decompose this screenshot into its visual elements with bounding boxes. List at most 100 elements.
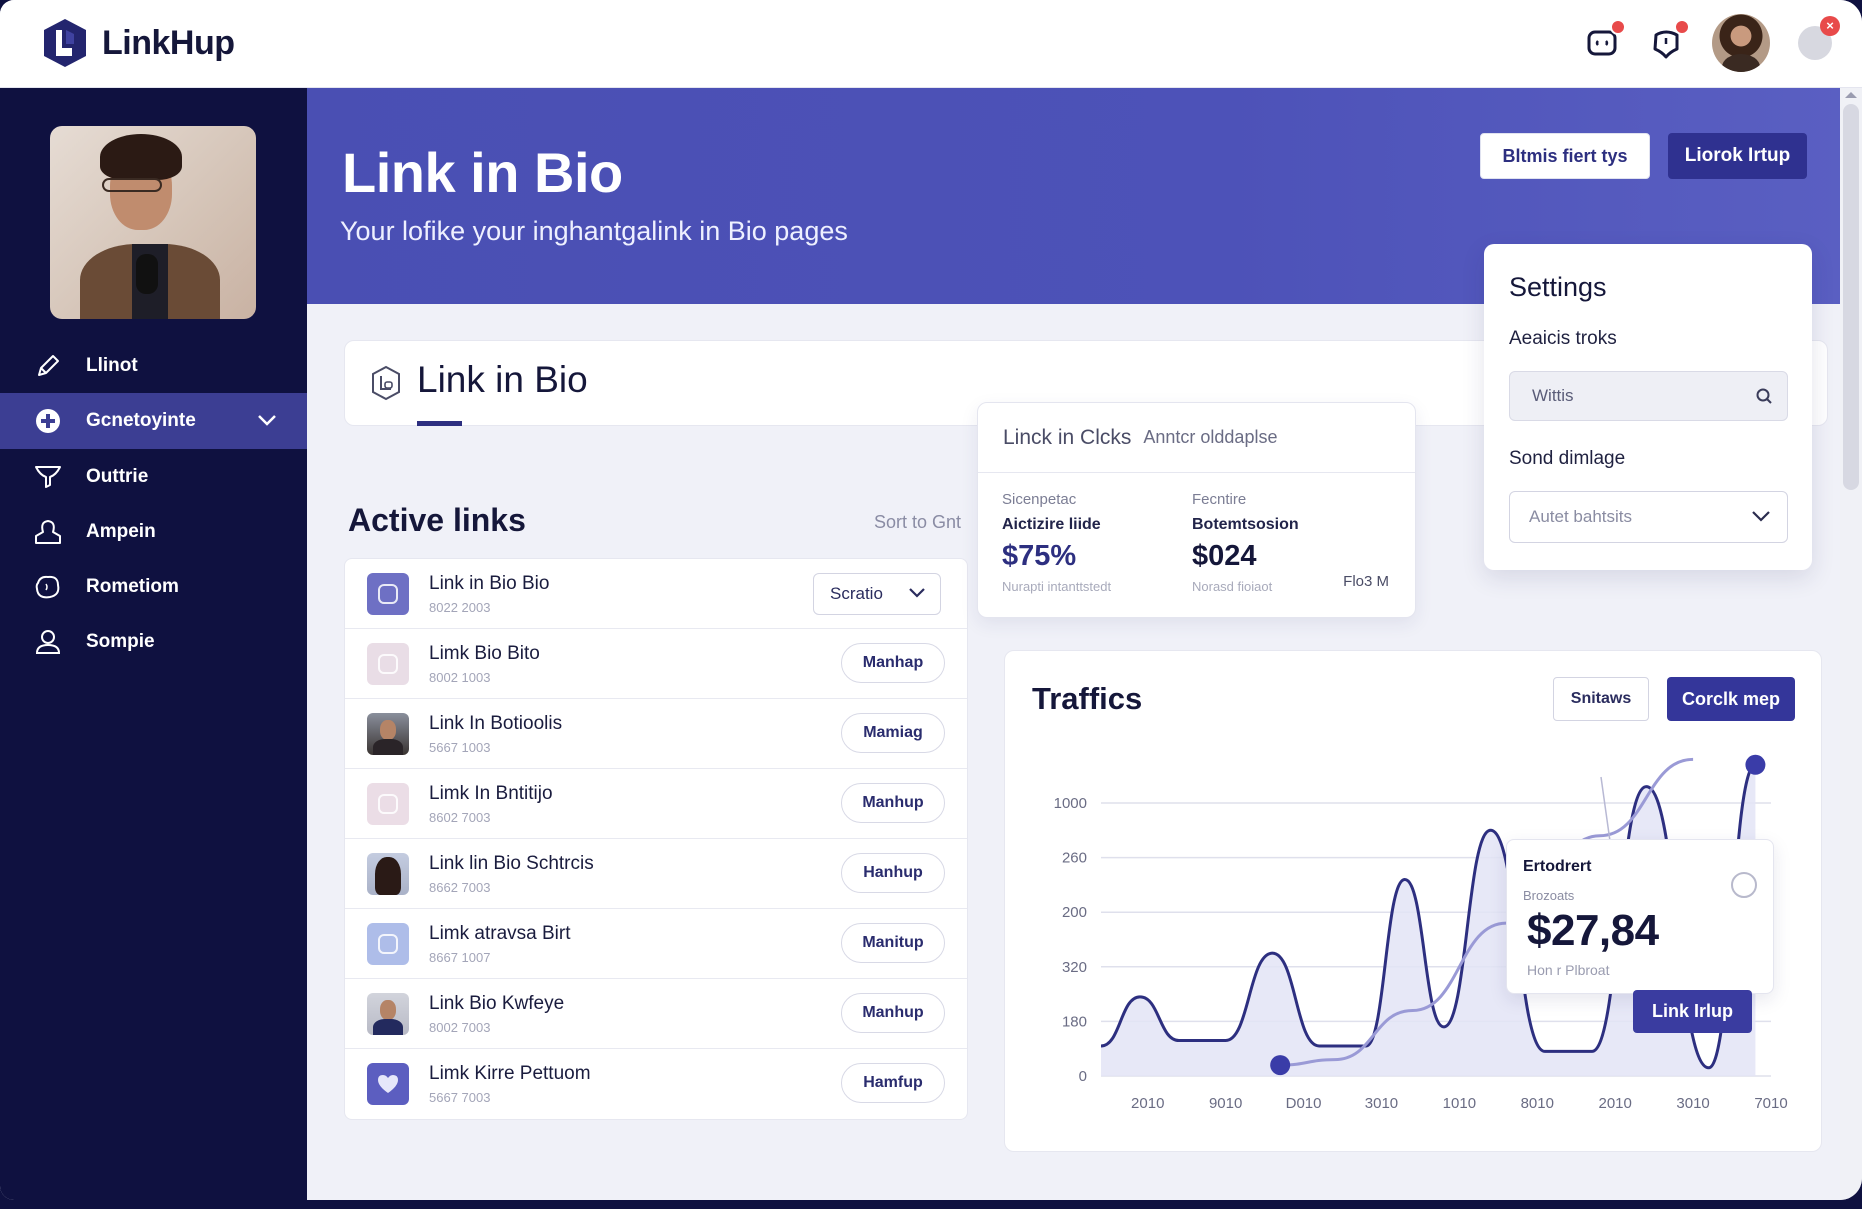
tooltip-action-button[interactable]: Link Irlup [1633, 990, 1752, 1033]
tooltip-foot: Hon r Plbroat [1527, 962, 1610, 978]
stats-subtitle: Anntcr olddaplse [1143, 427, 1278, 447]
row-action-button[interactable]: Hanhup [841, 853, 945, 893]
pencil-icon [34, 352, 62, 380]
topbar-actions: × [1584, 14, 1840, 72]
link-name: Limk atravsa Birt [429, 922, 571, 944]
user-avatar[interactable] [1712, 14, 1770, 72]
link-name: Link In Botioolis [429, 712, 563, 734]
heart-icon [378, 1075, 398, 1093]
sidebar-item-1[interactable]: Gcnetoyinte [0, 393, 307, 449]
link-thumbnail [367, 1063, 409, 1105]
scrollbar-thumb[interactable] [1843, 104, 1859, 490]
link-name: Link lin Bio Schtrcis [429, 852, 594, 874]
active-links-title: Active links [348, 502, 526, 538]
link-meta: 8602 7003 [429, 809, 491, 825]
list-item[interactable]: Link In Botioolis 5667 1003 Mamiag [345, 699, 967, 769]
app-name: LinkHup [102, 23, 235, 62]
hero-primary-button[interactable]: Liorok Irtup [1668, 133, 1807, 179]
link-meta: 5667 1003 [429, 739, 491, 755]
sidebar-item-4[interactable]: Rometiom [0, 559, 307, 614]
link-meta: 8022 2003 [429, 599, 491, 615]
svg-text:9010: 9010 [1209, 1095, 1242, 1112]
scroll-up-icon[interactable] [1845, 92, 1857, 98]
row-action-button[interactable]: Manhup [841, 993, 945, 1033]
list-item[interactable]: Limk Bio Bito 8002 1003 Manhap [345, 629, 967, 699]
sidebar-item-3[interactable]: Ampein [0, 504, 307, 559]
filter-icon [34, 463, 62, 491]
svg-text:8010: 8010 [1521, 1095, 1554, 1112]
stat-value: $75% [1002, 540, 1077, 572]
sidebar-item-2[interactable]: Outtrie [0, 449, 307, 504]
hero-secondary-button[interactable]: Bltmis fiert tys [1480, 133, 1650, 179]
active-tab-indicator [417, 421, 462, 426]
settings-search-input[interactable]: Wittis [1509, 371, 1788, 421]
traffics-title: Traffics [1032, 681, 1143, 716]
svg-text:1010: 1010 [1443, 1095, 1476, 1112]
page-title: Link in Bio [342, 141, 623, 204]
list-item[interactable]: Link in Bio Bio 8022 2003 Scratio [345, 559, 967, 629]
svg-text:3010: 3010 [1676, 1095, 1709, 1112]
logo[interactable]: LinkHup [42, 18, 235, 68]
sidebar-item-label: Gcnetoyinte [86, 410, 196, 431]
link-name: Link Bio Kwfeye [429, 992, 565, 1014]
sidebar-item-label: Llinot [86, 354, 138, 376]
sidebar-item-5[interactable]: Sompie [0, 614, 307, 669]
sidebar-nav: Llinot Gcnetoyinte Outtrie [0, 338, 307, 669]
search-icon[interactable] [1755, 387, 1773, 405]
scrollbar[interactable] [1840, 88, 1862, 1200]
list-item[interactable]: Limk In Bntitijo 8602 7003 Manhup [345, 769, 967, 839]
link-meta: 8667 1007 [429, 949, 491, 965]
stat-value: $024 [1192, 540, 1257, 572]
link-meta: 8002 1003 [429, 669, 491, 685]
bell-chat-icon [1653, 30, 1679, 59]
account-button[interactable]: × [1798, 16, 1840, 60]
traffic-primary-button[interactable]: Corclk mep [1667, 677, 1795, 721]
row-action-button[interactable]: Hamfup [841, 1063, 945, 1103]
profile-photo[interactable] [50, 126, 256, 319]
tooltip-info-icon[interactable] [1731, 872, 1757, 898]
stats-period-link[interactable]: Flo3 M [1343, 573, 1389, 590]
sort-link[interactable]: Sort to Gnt [874, 512, 962, 532]
sidebar: Llinot Gcnetoyinte Outtrie [0, 88, 307, 1200]
notification-badge [1674, 19, 1690, 35]
svg-text:260: 260 [1062, 850, 1087, 867]
select-value: Autet bahtsits [1529, 507, 1633, 526]
stats-title: Linck in Clcks [1003, 425, 1132, 449]
chevron-down-icon[interactable] [257, 410, 277, 432]
svg-text:3010: 3010 [1365, 1095, 1398, 1112]
link-meta: 5667 7003 [429, 1090, 491, 1105]
list-item[interactable]: Link Bio Kwfeye 8002 7003 Manhup [345, 979, 967, 1049]
row-action-button[interactable]: Manhup [841, 783, 945, 823]
chat-icon [1587, 30, 1617, 56]
notifications-button[interactable] [1648, 19, 1690, 61]
status-select[interactable]: Scratio [813, 573, 941, 615]
list-item[interactable]: Limk atravsa Birt 8667 1007 Manitup [345, 909, 967, 979]
sidebar-item-0[interactable]: Llinot [0, 338, 307, 393]
active-links-list: Link in Bio Bio 8022 2003 Scratio Limk B… [344, 558, 968, 1120]
list-item[interactable]: Limk Kirre Pettuom 5667 7003 Hamfup [345, 1049, 967, 1119]
settings-select-dropdown[interactable]: Autet bahtsits [1509, 491, 1788, 543]
page-subtitle: Your lofike your inghantgalink in Bio pa… [340, 216, 848, 246]
list-item[interactable]: Link lin Bio Schtrcis 8662 7003 Hanhup [345, 839, 967, 909]
linkhup-logo-icon [44, 19, 86, 67]
svg-text:2010: 2010 [1598, 1095, 1631, 1112]
row-action-button[interactable]: Mamiag [841, 713, 945, 753]
tab-link-in-bio[interactable]: Link in Bio [417, 359, 588, 400]
close-icon[interactable]: × [1820, 16, 1840, 36]
traffic-secondary-button[interactable]: Snitaws [1553, 677, 1649, 721]
settings-search-label: Aeaicis troks [1509, 328, 1617, 349]
tooltip-subtitle: Brozoats [1523, 888, 1575, 903]
sidebar-item-label: Ampein [86, 520, 156, 542]
globe-icon [34, 573, 62, 601]
link-thumbnail [367, 782, 409, 825]
tooltip-value: $27,84 [1527, 906, 1659, 955]
row-action-button[interactable]: Manitup [841, 923, 945, 963]
svg-text:D010: D010 [1286, 1095, 1322, 1112]
link-clicks-card: Linck in Clcks Anntcr olddaplse Sicenpet… [977, 402, 1416, 618]
settings-select-label: Sond dimlage [1509, 448, 1626, 469]
link-name: Limk In Bntitijo [429, 782, 553, 804]
link-thumbnail [367, 992, 409, 1035]
chat-button[interactable] [1584, 19, 1626, 61]
row-action-button[interactable]: Manhap [841, 643, 945, 683]
